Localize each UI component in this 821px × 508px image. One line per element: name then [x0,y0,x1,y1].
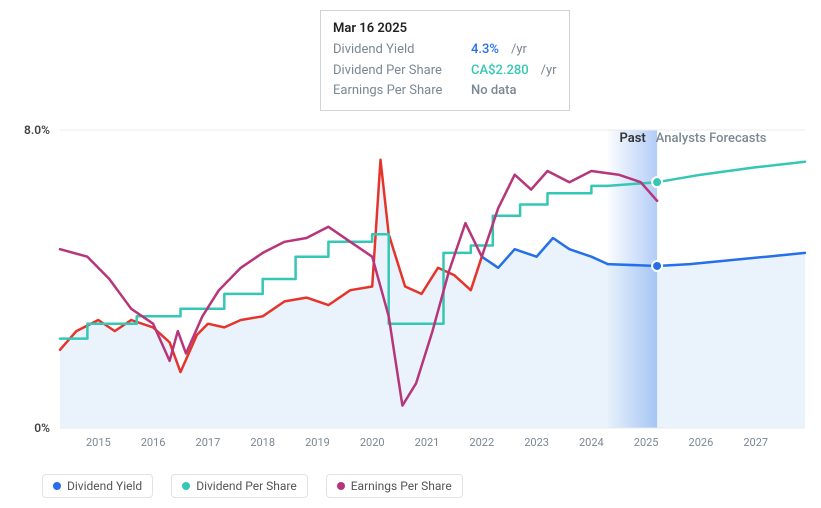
tooltip-suffix: /yr [541,61,557,82]
legend-item-earnings-per-share[interactable]: Earnings Per Share [326,474,463,498]
tooltip-row: Dividend Yield 4.3% /yr [333,40,557,61]
region-label-forecast: Analysts Forecasts [656,131,767,146]
x-axis-label: 2018 [250,436,275,449]
legend-dot [53,482,61,490]
x-axis-label: 2015 [86,436,111,449]
tooltip-value: 4.3% [471,40,499,61]
x-axis-label: 2016 [141,436,166,449]
x-axis-label: 2026 [689,436,714,449]
area-fill [60,160,805,428]
tooltip-suffix: /yr [511,40,527,61]
region-label-past: Past [619,131,646,146]
x-axis-label: 2020 [360,436,385,449]
x-axis-label: 2017 [196,436,221,449]
tooltip-label: Dividend Yield [333,40,463,61]
legend-label: Earnings Per Share [351,479,452,493]
tooltip-label: Dividend Per Share [333,61,463,82]
legend-item-dividend-yield[interactable]: Dividend Yield [42,474,153,498]
dividend-chart: Mar 16 2025 Dividend Yield4.3%/yrDividen… [10,10,811,498]
chart-tooltip: Mar 16 2025 Dividend Yield4.3%/yrDividen… [320,10,570,111]
cursor-dot-dividend-yield [652,261,662,271]
x-axis-label: 2019 [305,436,330,449]
y-axis-label: 8.0% [24,123,50,137]
legend-dot [182,482,190,490]
legend-label: Dividend Yield [67,479,142,493]
tooltip-date: Mar 16 2025 [333,19,557,40]
chart-legend: Dividend Yield Dividend Per Share Earnings… [42,474,463,498]
y-axis-label: 0% [34,421,50,435]
cursor-dot-dividend-per-share [652,177,662,187]
tooltip-value: No data [471,81,517,102]
tooltip-row: Dividend Per Share CA$2.280/yr [333,61,557,82]
x-axis-label: 2023 [524,436,549,449]
x-axis-label: 2022 [469,436,494,449]
x-axis-label: 2024 [579,436,604,449]
legend-label: Dividend Per Share [196,479,297,493]
tooltip-value: CA$2.280 [471,61,529,82]
x-axis-label: 2025 [634,436,659,449]
tooltip-row: Earnings Per Share No data [333,81,557,102]
legend-dot [337,482,345,490]
legend-item-dividend-per-share[interactable]: Dividend Per Share [171,474,308,498]
x-axis-label: 2027 [743,436,768,449]
tooltip-label: Earnings Per Share [333,81,463,102]
x-axis-label: 2021 [415,436,440,449]
